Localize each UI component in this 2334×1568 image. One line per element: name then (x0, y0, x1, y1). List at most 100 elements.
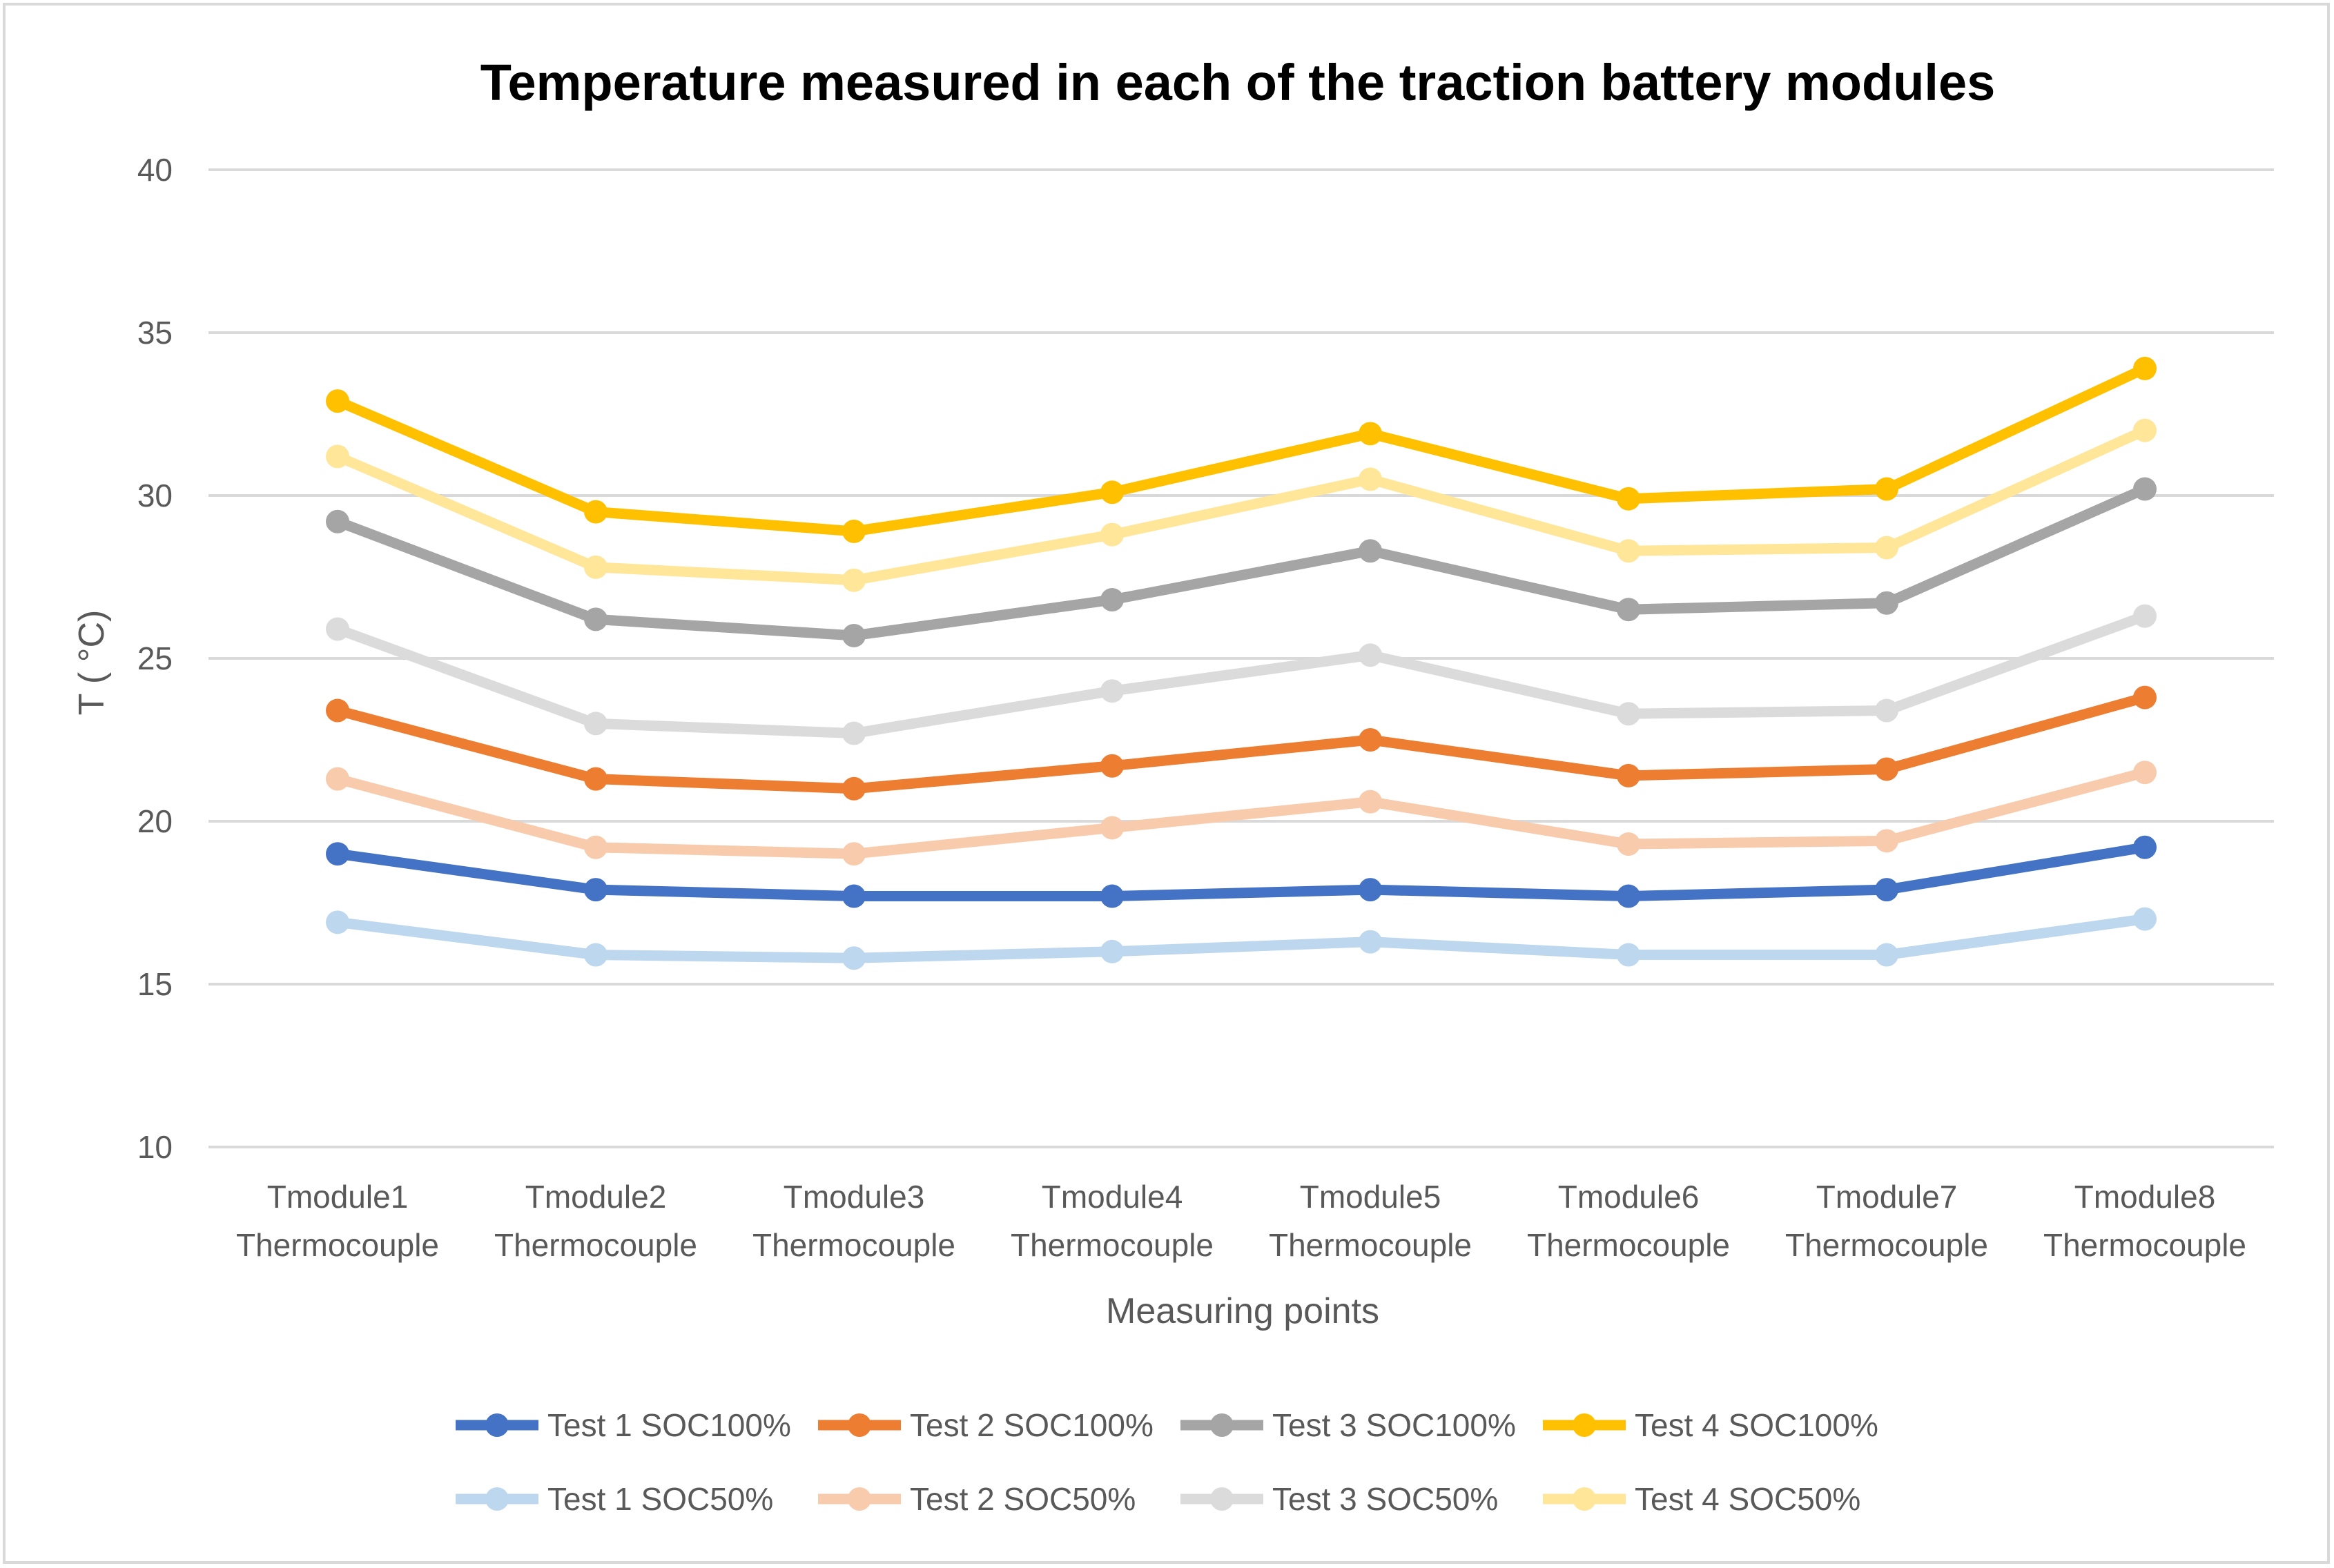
data-point (1359, 930, 1382, 954)
data-point (584, 500, 607, 524)
data-point (1359, 728, 1382, 752)
x-tick-label: Thermocouple (752, 1227, 955, 1263)
data-point (326, 842, 349, 866)
data-point (1617, 539, 1640, 563)
legend-label: Test 1 SOC100% (547, 1407, 791, 1443)
data-point (584, 878, 607, 902)
data-point (842, 721, 866, 745)
data-point (1617, 763, 1640, 787)
legend-marker (848, 1413, 871, 1437)
legend-label: Test 3 SOC100% (1272, 1407, 1516, 1443)
data-point (326, 617, 349, 641)
x-tick-label: Tmodule3 (784, 1179, 925, 1215)
series-line (332, 484, 2150, 641)
series-line (332, 363, 2150, 537)
data-point (584, 835, 607, 859)
chart-title: Temperature measured in each of the trac… (480, 54, 1996, 111)
y-tick-label: 10 (137, 1129, 173, 1165)
data-point (1100, 884, 1124, 908)
data-point (584, 767, 607, 791)
y-tick-label: 15 (137, 966, 173, 1002)
legend-marker (848, 1487, 871, 1511)
data-point (2133, 685, 2157, 709)
data-point (1617, 884, 1640, 908)
series-test-3-soc50- (326, 604, 2157, 745)
x-axis-label: Measuring points (1106, 1291, 1379, 1331)
data-point (842, 519, 866, 543)
data-point (326, 509, 349, 533)
data-point (326, 767, 349, 791)
x-tick-label: Tmodule2 (525, 1179, 667, 1215)
data-point (1617, 943, 1640, 967)
series-test-2-soc100- (326, 685, 2157, 801)
data-point (1875, 878, 1898, 902)
data-point (1100, 522, 1124, 547)
data-point (1617, 598, 1640, 622)
data-point (1875, 477, 1898, 501)
data-point (1100, 588, 1124, 612)
x-tick-label: Tmodule6 (1558, 1179, 1700, 1215)
legend-item: Test 2 SOC100% (818, 1407, 1154, 1443)
x-tick-label: Tmodule5 (1300, 1179, 1441, 1215)
x-tick-label: Thermocouple (1527, 1227, 1730, 1263)
data-point (584, 943, 607, 967)
x-tick-label: Tmodule8 (2074, 1179, 2216, 1215)
series-test-1-soc100- (326, 835, 2157, 908)
data-point (2133, 604, 2157, 628)
series-line (332, 914, 2150, 963)
data-point (584, 607, 607, 631)
data-point (2133, 907, 2157, 931)
x-axis-ticks: Tmodule1 Thermocouple Tmodule2 Thermocouple… (236, 1179, 2246, 1263)
series-test-2-soc50- (326, 761, 2157, 866)
x-tick-label: Thermocouple (2043, 1227, 2246, 1263)
data-point (1875, 698, 1898, 723)
data-point (1100, 754, 1124, 778)
legend-label: Test 4 SOC50% (1635, 1481, 1860, 1517)
data-point (2133, 761, 2157, 785)
data-point (326, 910, 349, 934)
y-tick-label: 40 (137, 152, 173, 188)
series-line (332, 425, 2150, 586)
data-point (842, 884, 866, 908)
data-point (842, 946, 866, 970)
legend-marker (1573, 1487, 1596, 1511)
series-line (332, 767, 2150, 859)
legend-item: Test 4 SOC50% (1543, 1481, 1860, 1517)
data-point (1359, 539, 1382, 563)
data-point (1875, 591, 1898, 615)
legend-item: Test 3 SOC50% (1180, 1481, 1498, 1517)
legend-item: Test 4 SOC100% (1543, 1407, 1878, 1443)
y-tick-label: 35 (137, 315, 173, 351)
series-line (332, 842, 2150, 902)
chart-frame (3, 3, 2330, 1564)
y-axis-ticks: 10 15 20 25 30 35 40 (137, 152, 173, 1165)
data-point (1617, 702, 1640, 726)
data-point (842, 623, 866, 647)
data-point (1875, 943, 1898, 967)
legend-label: Test 4 SOC100% (1635, 1407, 1878, 1443)
legend-item: Test 2 SOC50% (818, 1481, 1136, 1517)
series-test-4-soc50- (326, 418, 2157, 592)
x-tick-label: Thermocouple (236, 1227, 439, 1263)
data-point (2133, 835, 2157, 859)
data-point (2133, 477, 2157, 501)
legend-marker (485, 1487, 509, 1511)
data-point (584, 555, 607, 579)
x-tick-label: Thermocouple (1011, 1227, 1214, 1263)
data-point (1359, 467, 1382, 491)
legend-item: Test 1 SOC100% (456, 1407, 791, 1443)
data-point (1100, 816, 1124, 840)
gridlines (208, 168, 2274, 1148)
data-point (1100, 480, 1124, 504)
data-point (2133, 356, 2157, 380)
data-point (842, 842, 866, 866)
data-point (842, 568, 866, 592)
data-point (1359, 422, 1382, 446)
legend-label: Test 2 SOC100% (910, 1407, 1154, 1443)
series-line (332, 692, 2150, 794)
legend-label: Test 1 SOC50% (547, 1481, 773, 1517)
legend: Test 1 SOC100% Test 2 SOC100% Test 3 SOC10… (456, 1407, 1878, 1517)
data-point (1100, 939, 1124, 963)
data-point (1617, 487, 1640, 511)
